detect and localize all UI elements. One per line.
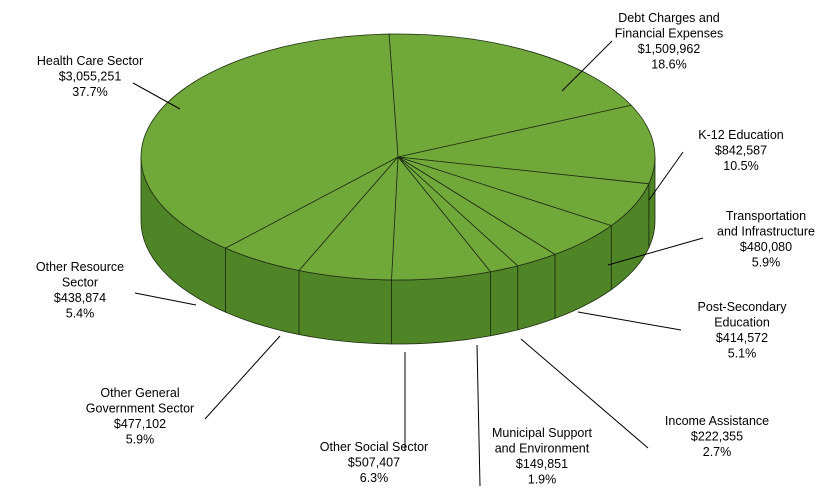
leader-line-4 — [577, 311, 682, 331]
slice-percent: 6.3% — [360, 471, 389, 485]
pie-slice-10 — [140, 33, 399, 249]
leader-line-2 — [648, 151, 684, 201]
slice-label-8: Other General Government Sector$477,102 5.… — [86, 386, 194, 447]
slice-percent: 10.5% — [723, 159, 758, 173]
pie-side-wall-5 — [517, 253, 556, 331]
slice-percent: 18.6% — [651, 58, 686, 72]
slice-name-line: Other Social Sector — [320, 440, 428, 454]
leader-line-1 — [561, 40, 613, 92]
slice-percent: 5.1% — [728, 347, 757, 361]
slice-name-line: Municipal Support — [492, 426, 593, 440]
slice-percent: 2.7% — [703, 445, 732, 459]
slice-value: $414,572 — [716, 331, 768, 345]
pie-side-walls — [140, 156, 656, 345]
slice-name-line: Sector — [62, 276, 98, 290]
slice-label-6: Municipal Support and Environment$149,851… — [492, 426, 593, 487]
slice-value: $477,102 — [114, 417, 166, 431]
slice-value: $1,509,962 — [638, 42, 701, 56]
leader-lines — [132, 40, 704, 487]
leader-line-5 — [520, 338, 649, 449]
slice-value: $842,587 — [715, 144, 767, 158]
slice-value: $149,851 — [516, 457, 568, 471]
pie-side-wall-6 — [490, 265, 519, 337]
slice-name-line: and Infrastructure — [717, 225, 815, 239]
leader-line-10 — [132, 82, 181, 110]
slice-name-line: Transportation — [726, 209, 806, 223]
pie-slice-1 — [388, 33, 632, 158]
slice-label-1: Debt Charges and Financial Expenses$1,509… — [615, 11, 723, 72]
slice-name-line: Income Assistance — [665, 414, 769, 428]
leader-line-3 — [607, 237, 704, 266]
leader-line-8 — [204, 335, 281, 420]
pie-side-wall-7 — [391, 271, 491, 345]
leader-line-9 — [134, 292, 197, 306]
slice-name-line: Financial Expenses — [615, 27, 723, 41]
slice-percent: 5.9% — [126, 433, 155, 447]
pie-slice-2 — [397, 104, 656, 185]
slice-name-line: Government Sector — [86, 402, 194, 416]
slice-label-4: Post-Secondary Education$414,572 5.1% — [698, 300, 788, 361]
slice-labels: Debt Charges and Financial Expenses$1,509… — [36, 11, 815, 487]
slice-label-3: Transportation and Infrastructure$480,080… — [717, 209, 815, 270]
slice-label-9: Other Resource Sector$438,874 5.4% — [36, 260, 124, 321]
slice-percent: 1.9% — [528, 473, 557, 487]
slice-value: $480,080 — [740, 240, 792, 254]
slice-percent: 5.9% — [752, 256, 781, 270]
slice-name-line: Post-Secondary — [698, 300, 788, 314]
pie-side-wall-8 — [298, 270, 392, 345]
slice-name-line: Other Resource — [36, 260, 124, 274]
slice-value: $222,355 — [691, 430, 743, 444]
slice-name-line: Education — [714, 316, 770, 330]
slice-name-line: K-12 Education — [698, 128, 784, 142]
slice-value: $3,055,251 — [59, 70, 122, 84]
slice-percent: 5.4% — [66, 307, 95, 321]
leader-line-6 — [476, 344, 481, 487]
slice-name-line: Other General — [100, 386, 179, 400]
slice-percent: 37.7% — [72, 85, 107, 99]
pie-top-slices — [140, 33, 656, 281]
slice-name-line: and Environment — [495, 442, 590, 456]
slice-name-line: Health Care Sector — [37, 54, 143, 68]
slice-name-line: Debt Charges and — [618, 11, 720, 25]
slice-value: $507,407 — [348, 456, 400, 470]
slice-value: $438,874 — [54, 291, 106, 305]
